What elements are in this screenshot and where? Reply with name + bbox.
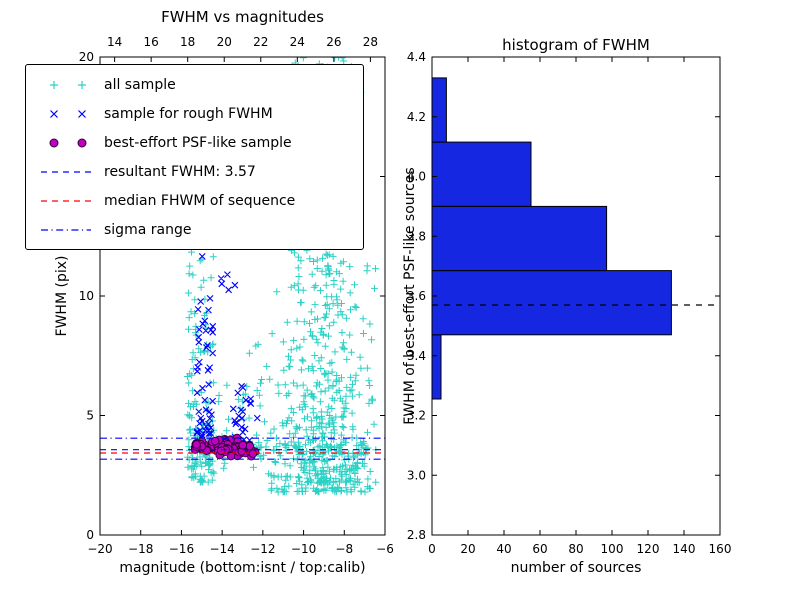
left-plot-title: FWHM vs magnitudes — [161, 8, 324, 26]
tick-label: 3.4 — [407, 349, 426, 363]
tick-label: 0 — [428, 542, 436, 556]
tick-label: 3.0 — [407, 468, 426, 482]
legend-marker-icon — [49, 138, 87, 147]
legend-line-icon — [41, 170, 91, 173]
legend-item-2: best-effort PSF-like sample — [26, 128, 363, 157]
legend-line-icon — [41, 228, 91, 231]
histogram-bar — [431, 141, 532, 207]
tick-label: 4.0 — [407, 170, 426, 184]
legend-item-label: median FHWM of sequence — [104, 192, 296, 209]
left-yaxis-label: FWHM (pix) — [54, 255, 70, 337]
right-xaxis-label: number of sources — [510, 560, 642, 576]
tick-label: 4.4 — [407, 50, 426, 64]
tick-label: 26 — [326, 35, 341, 49]
tick-label: −14 — [209, 542, 234, 556]
tick-label: 16 — [144, 35, 159, 49]
legend-item-label: resultant FWHM: 3.57 — [104, 163, 256, 180]
legend-marker-icon — [50, 80, 86, 89]
legend-item-4: median FHWM of sequence — [26, 186, 363, 215]
tick-label: 40 — [496, 542, 511, 556]
legend: all sample sample for rough FWHM best-effo… — [25, 64, 364, 250]
left-xaxis-label: magnitude (bottom:isnt / top:calib) — [119, 560, 366, 576]
tick-label: 60 — [532, 542, 547, 556]
tick-label: 20 — [217, 35, 232, 49]
tick-label: −8 — [335, 542, 353, 556]
tick-label: 28 — [363, 35, 378, 49]
legend-item-0: all sample — [26, 70, 363, 99]
tick-label: 80 — [568, 542, 583, 556]
right-yaxis-label: FWHM of best-effort PSF-like sources — [402, 167, 418, 425]
legend-marker-icon — [50, 109, 86, 118]
tick-label: 20 — [79, 50, 94, 64]
histogram-bar — [431, 334, 442, 400]
legend-item-label: sample for rough FWHM — [104, 105, 273, 122]
tick-label: −20 — [87, 542, 112, 556]
tick-label: 0 — [86, 528, 94, 542]
tick-label: 22 — [253, 35, 268, 49]
legend-item-1: sample for rough FWHM — [26, 99, 363, 128]
legend-item-label: best-effort PSF-like sample — [104, 134, 292, 151]
right-plot-title: histogram of FWHM — [502, 36, 650, 54]
legend-line-icon — [41, 199, 91, 202]
legend-item-5: sigma range — [26, 215, 363, 244]
legend-item-3: resultant FWHM: 3.57 — [26, 157, 363, 186]
tick-label: 2.8 — [407, 528, 426, 542]
histogram-bars — [431, 77, 672, 400]
tick-label: 4.2 — [407, 110, 426, 124]
legend-item-label: sigma range — [104, 221, 192, 238]
tick-label: 100 — [601, 542, 624, 556]
legend-item-label: all sample — [104, 76, 176, 93]
histogram-bar — [431, 270, 672, 336]
tick-label: 10 — [79, 289, 94, 303]
tick-label: 3.8 — [407, 229, 426, 243]
tick-label: 160 — [709, 542, 732, 556]
tick-label: −6 — [376, 542, 394, 556]
tick-label: 3.2 — [407, 409, 426, 423]
tick-label: 14 — [107, 35, 122, 49]
tick-label: 3.6 — [407, 289, 426, 303]
tick-label: 140 — [673, 542, 696, 556]
tick-label: −18 — [128, 542, 153, 556]
histogram-bar — [431, 205, 608, 272]
tick-label: 20 — [460, 542, 475, 556]
tick-label: 5 — [86, 409, 94, 423]
tick-label: 120 — [637, 542, 660, 556]
histogram-bar — [431, 77, 447, 143]
tick-label: −16 — [169, 542, 194, 556]
tick-label: −10 — [291, 542, 316, 556]
tick-label: −12 — [250, 542, 275, 556]
tick-label: 18 — [180, 35, 195, 49]
tick-label: 24 — [290, 35, 305, 49]
